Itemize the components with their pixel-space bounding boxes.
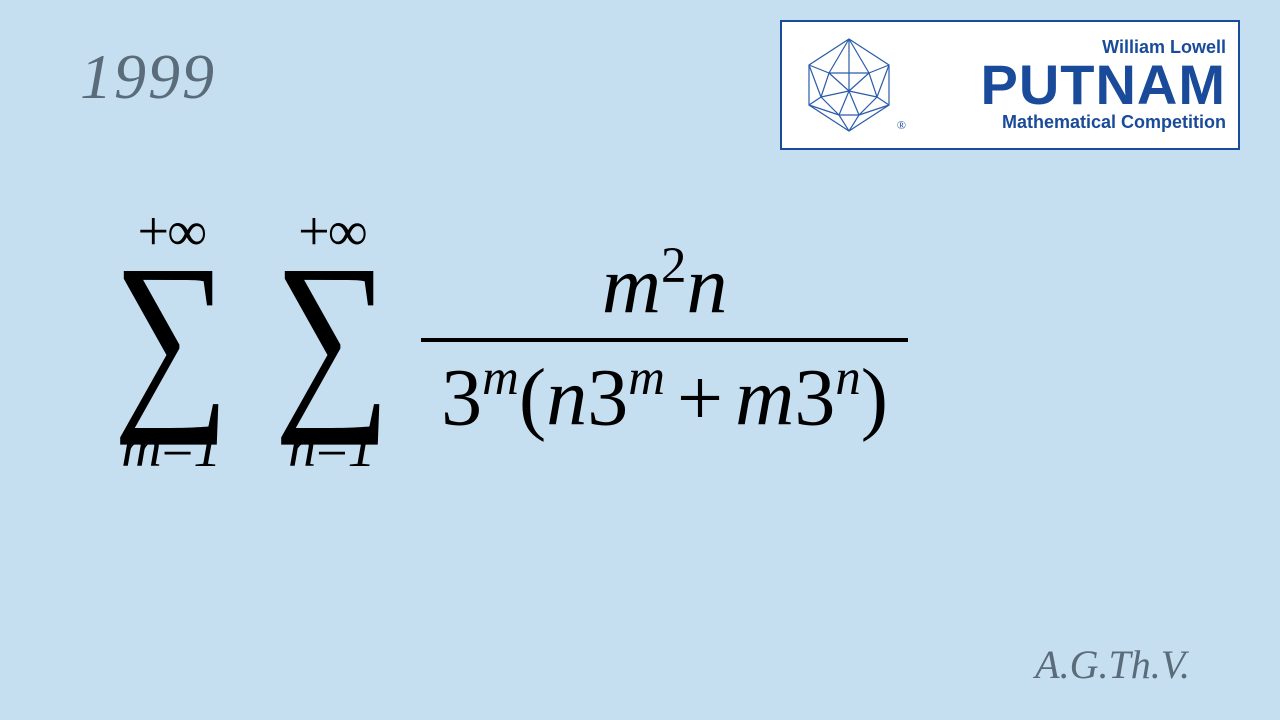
sigma-icon: ∑ xyxy=(273,258,390,414)
fraction-bar xyxy=(421,338,908,342)
logo-text-block: William Lowell PUTNAM Mathematical Compe… xyxy=(914,37,1226,132)
denominator: 3m(n3m+m3n) xyxy=(421,348,908,445)
putnam-logo: ® William Lowell PUTNAM Mathematical Com… xyxy=(780,20,1240,150)
sigma-icon: ∑ xyxy=(113,258,230,414)
fraction: m2n 3m(n3m+m3n) xyxy=(421,236,908,445)
year-label: 1999 xyxy=(80,40,216,114)
logo-subtitle: Mathematical Competition xyxy=(914,112,1226,133)
registered-mark: ® xyxy=(897,118,906,133)
author-signature: A.G.Th.V. xyxy=(1035,641,1190,688)
math-formula: +∞ ∑ m=1 +∞ ∑ n=1 m2n 3m(n3m+m3n) xyxy=(100,200,908,480)
outer-sum: +∞ ∑ m=1 xyxy=(100,200,243,480)
numerator: m2n xyxy=(582,236,748,333)
inner-sum: +∞ ∑ n=1 xyxy=(261,200,404,480)
icosahedron-icon: ® xyxy=(794,35,904,135)
logo-title: PUTNAM xyxy=(914,58,1226,111)
